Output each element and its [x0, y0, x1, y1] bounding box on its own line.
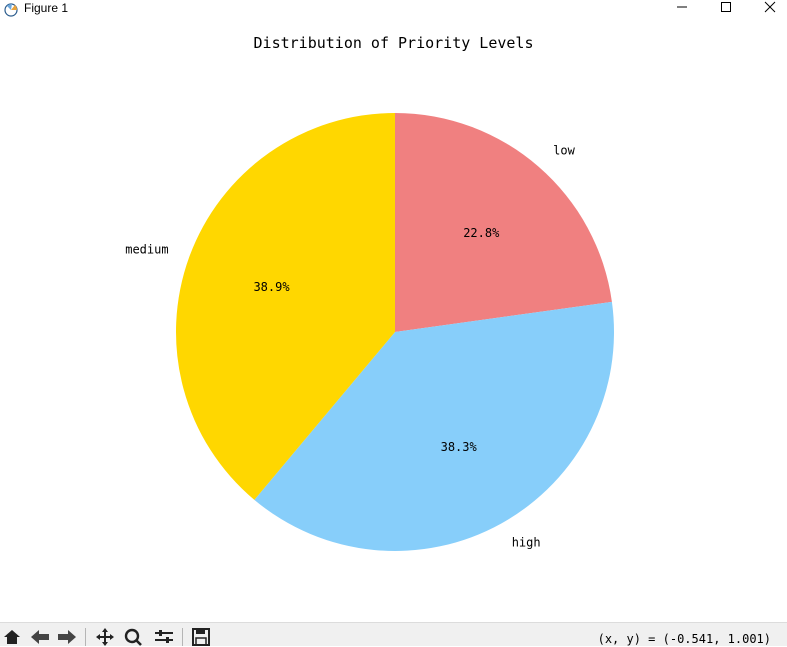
- forward-button[interactable]: [55, 627, 79, 647]
- pan-button[interactable]: [93, 627, 117, 647]
- forward-icon: [58, 630, 76, 644]
- window-title: Figure 1: [24, 1, 69, 15]
- figure-canvas[interactable]: Distribution of Priority Levels low 22.8%…: [0, 22, 787, 620]
- configure-subplots-icon: [155, 630, 173, 643]
- toolbar-separator: [85, 628, 86, 646]
- home-icon: [4, 630, 20, 644]
- pie-slice-low: [395, 113, 612, 332]
- minimize-icon: [677, 6, 687, 8]
- slice-percent-high: 38.3%: [441, 440, 478, 454]
- window-titlebar: Figure 1: [0, 0, 787, 22]
- save-button[interactable]: [189, 627, 213, 647]
- slice-label-low: low: [553, 143, 575, 157]
- maximize-button[interactable]: [703, 0, 749, 14]
- zoom-button[interactable]: [121, 627, 145, 647]
- cursor-coordinates: (x, y) = (-0.541, 1.001): [597, 632, 771, 646]
- slice-percent-low: 22.8%: [463, 226, 500, 240]
- pie-chart: low 22.8% high 38.3% medium 38.9%: [125, 113, 614, 552]
- slice-label-high: high: [512, 536, 541, 550]
- slice-percent-medium: 38.9%: [253, 280, 290, 294]
- pie-slice-medium: [175, 113, 395, 500]
- back-button[interactable]: [28, 627, 52, 647]
- chart-title: Distribution of Priority Levels: [253, 34, 534, 52]
- matplotlib-app-icon: [4, 3, 18, 17]
- slice-label-medium: medium: [125, 243, 168, 257]
- home-button[interactable]: [0, 627, 24, 647]
- save-icon: [192, 628, 210, 646]
- minimize-button[interactable]: [659, 0, 705, 14]
- close-icon: [764, 1, 776, 13]
- navigation-toolbar: (x, y) = (-0.541, 1.001): [0, 622, 787, 646]
- configure-subplots-button[interactable]: [152, 627, 176, 647]
- pan-icon: [96, 628, 114, 646]
- maximize-icon: [721, 2, 731, 12]
- back-icon: [31, 630, 49, 644]
- pie-slice-high: [254, 301, 614, 552]
- toolbar-separator: [182, 628, 183, 646]
- close-button[interactable]: [747, 0, 787, 14]
- zoom-icon: [124, 628, 142, 646]
